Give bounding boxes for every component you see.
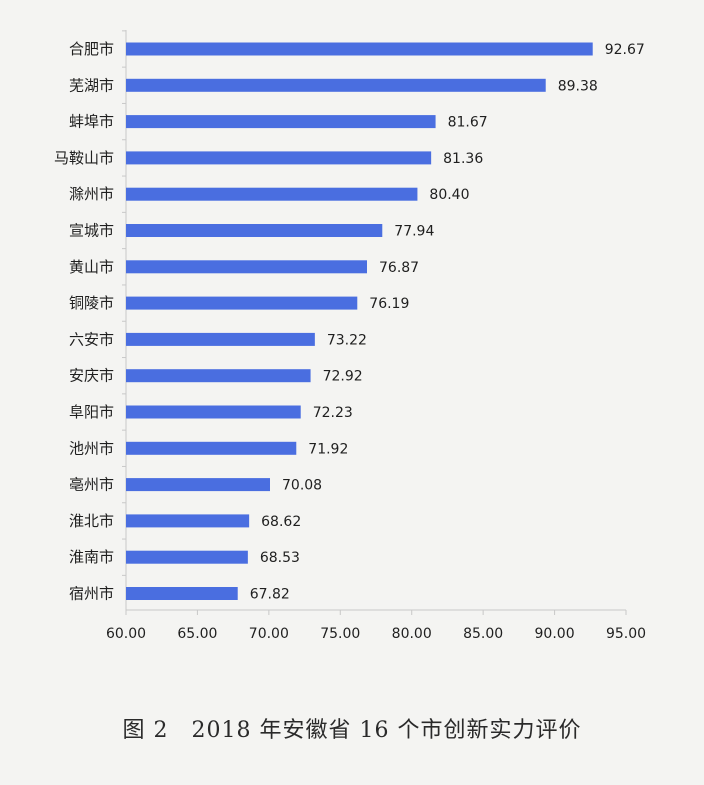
category-label: 阜阳市: [69, 403, 114, 421]
value-label: 80.40: [429, 187, 469, 203]
bar: [126, 260, 367, 274]
category-label: 滁州市: [69, 185, 114, 203]
value-label: 77.94: [394, 224, 434, 240]
value-label: 68.62: [261, 514, 301, 530]
value-label: 81.67: [448, 115, 488, 131]
x-tick-label: 80.00: [392, 626, 432, 642]
bar: [126, 224, 383, 237]
bar: [126, 42, 593, 56]
bar: [126, 332, 315, 346]
category-label: 马鞍山市: [54, 149, 114, 167]
bar: [126, 478, 270, 492]
category-label: 安庆市: [69, 367, 114, 385]
x-tick-label: 85.00: [463, 626, 503, 642]
category-label: 池州市: [69, 439, 114, 457]
value-label: 71.92: [308, 441, 348, 457]
value-label: 76.19: [369, 296, 409, 312]
value-label: 73.22: [327, 332, 367, 348]
axis-layer: 60.00 65.00 70.00 75.00 80.00 85.00 90.00 95.00: [106, 30, 646, 642]
category-label: 淮北市: [69, 512, 114, 530]
bar: [126, 514, 250, 528]
category-label: 蚌埠市: [69, 113, 114, 131]
value-label: 89.38: [558, 78, 598, 94]
bar: [126, 587, 238, 600]
x-tick-label: 90.00: [535, 626, 575, 642]
category-label: 合肥市: [69, 40, 114, 58]
bar: [126, 187, 418, 201]
value-label: 70.08: [282, 478, 322, 494]
bar: [126, 405, 301, 419]
category-label: 铜陵市: [69, 294, 114, 312]
labels-layer: 合肥市 92.67 芜湖市 89.38 蚌埠市 81.67 马鞍山市 81.36 滁州市 80.4…: [54, 40, 645, 603]
category-label: 淮南市: [69, 548, 114, 566]
value-label: 72.23: [313, 405, 353, 421]
bar: [126, 296, 358, 310]
value-label: 81.36: [443, 151, 483, 167]
x-tick-label: 95.00: [606, 626, 646, 642]
bar: [126, 151, 432, 165]
bar: [126, 78, 546, 92]
category-label: 宣城市: [69, 222, 114, 240]
x-tick-label: 70.00: [249, 626, 289, 642]
value-label: 68.53: [260, 550, 300, 566]
category-label: 亳州市: [69, 476, 114, 494]
category-label: 芜湖市: [69, 76, 114, 94]
bar: [126, 369, 311, 383]
bar-chart: 60.00 65.00 70.00 75.00 80.00 85.00 90.00 95.00…: [54, 30, 646, 642]
bar: [126, 115, 436, 129]
bar: [126, 441, 297, 455]
category-label: 六安市: [69, 330, 114, 348]
figure-caption: 图 2 2018 年安徽省 16 个市创新实力评价: [122, 718, 582, 743]
x-tick-label: 75.00: [320, 626, 360, 642]
value-label: 92.67: [605, 42, 645, 58]
value-label: 76.87: [379, 260, 419, 276]
category-label: 黄山市: [69, 258, 114, 276]
x-tick-label: 60.00: [106, 626, 146, 642]
category-label: 宿州市: [69, 585, 114, 603]
bars-layer: [126, 42, 593, 600]
x-tick-label: 65.00: [177, 626, 217, 642]
bar: [126, 550, 248, 564]
value-label: 67.82: [250, 587, 290, 603]
value-label: 72.92: [323, 369, 363, 385]
